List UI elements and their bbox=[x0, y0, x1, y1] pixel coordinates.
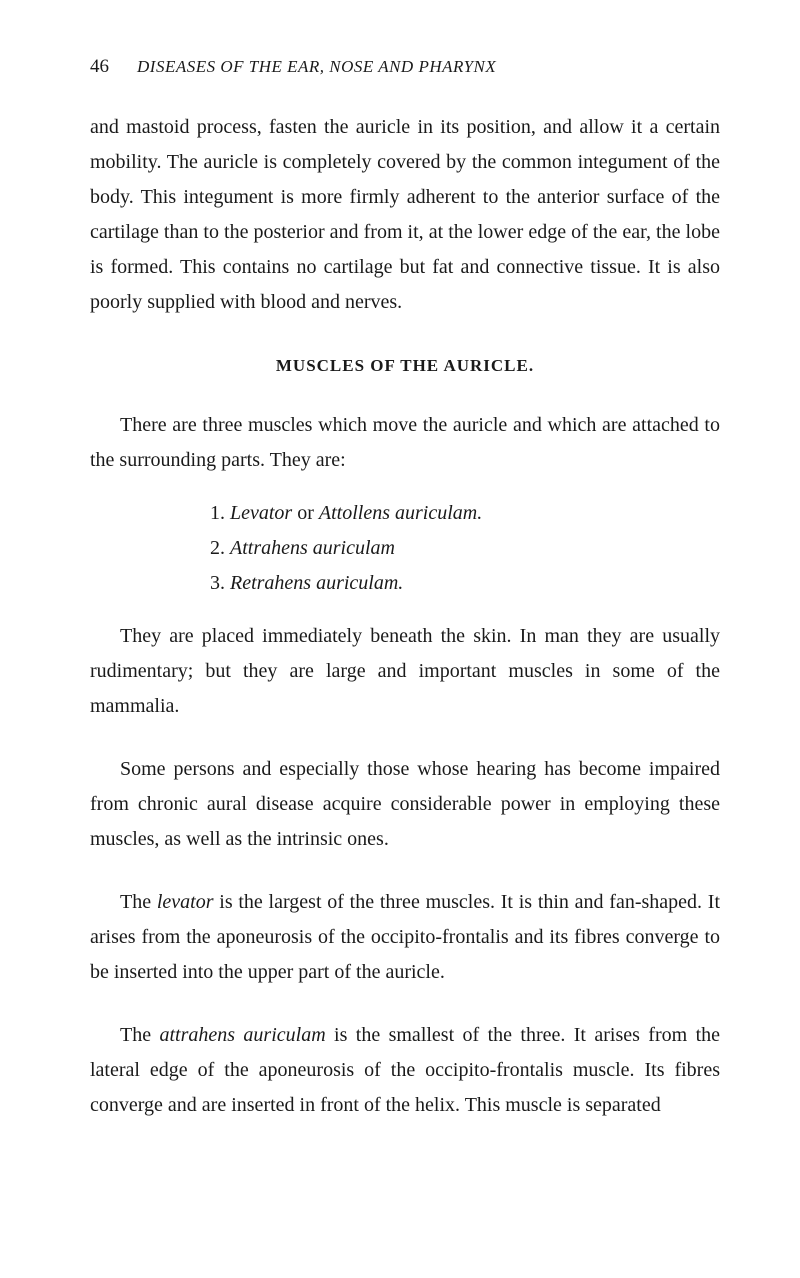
paragraph-5-italic: levator bbox=[157, 891, 214, 913]
muscle-list: 1. Levator or Attollens auriculam. 2. At… bbox=[210, 496, 720, 601]
paragraph-3: They are placed immediately beneath the … bbox=[90, 619, 720, 724]
section-heading: MUSCLES OF THE AURICLE. bbox=[90, 356, 720, 376]
paragraph-5-prefix: The bbox=[120, 891, 157, 913]
paragraph-6-prefix: The bbox=[120, 1024, 159, 1046]
list-item-1-italic2: Attollens auriculam. bbox=[319, 502, 482, 524]
list-item-1-mid: or bbox=[292, 502, 319, 524]
list-item-1-prefix: 1. bbox=[210, 502, 230, 524]
list-item-3-prefix: 3. bbox=[210, 572, 230, 594]
list-item-1: 1. Levator or Attollens auriculam. bbox=[210, 496, 720, 531]
paragraph-5: The levator is the largest of the three … bbox=[90, 885, 720, 990]
running-title: DISEASES OF THE EAR, NOSE AND PHARYNX bbox=[137, 57, 496, 77]
list-item-3: 3. Retrahens auriculam. bbox=[210, 566, 720, 601]
list-item-2-prefix: 2. bbox=[210, 537, 230, 559]
list-item-3-italic: Retrahens auriculam. bbox=[230, 572, 403, 594]
paragraph-6-italic: attrahens auriculam bbox=[159, 1024, 325, 1046]
page-number: 46 bbox=[90, 56, 109, 78]
list-item-2: 2. Attrahens auriculam bbox=[210, 531, 720, 566]
page-header: 46 DISEASES OF THE EAR, NOSE AND PHARYNX bbox=[90, 56, 720, 78]
list-item-2-italic: Attrahens auriculam bbox=[230, 537, 395, 559]
paragraph-6: The attrahens auriculam is the smallest … bbox=[90, 1018, 720, 1123]
paragraph-1: and mastoid process, fasten the auricle … bbox=[90, 110, 720, 320]
paragraph-4: Some persons and especially those whose … bbox=[90, 752, 720, 857]
list-item-1-italic1: Levator bbox=[230, 502, 292, 524]
paragraph-2: There are three muscles which move the a… bbox=[90, 408, 720, 478]
